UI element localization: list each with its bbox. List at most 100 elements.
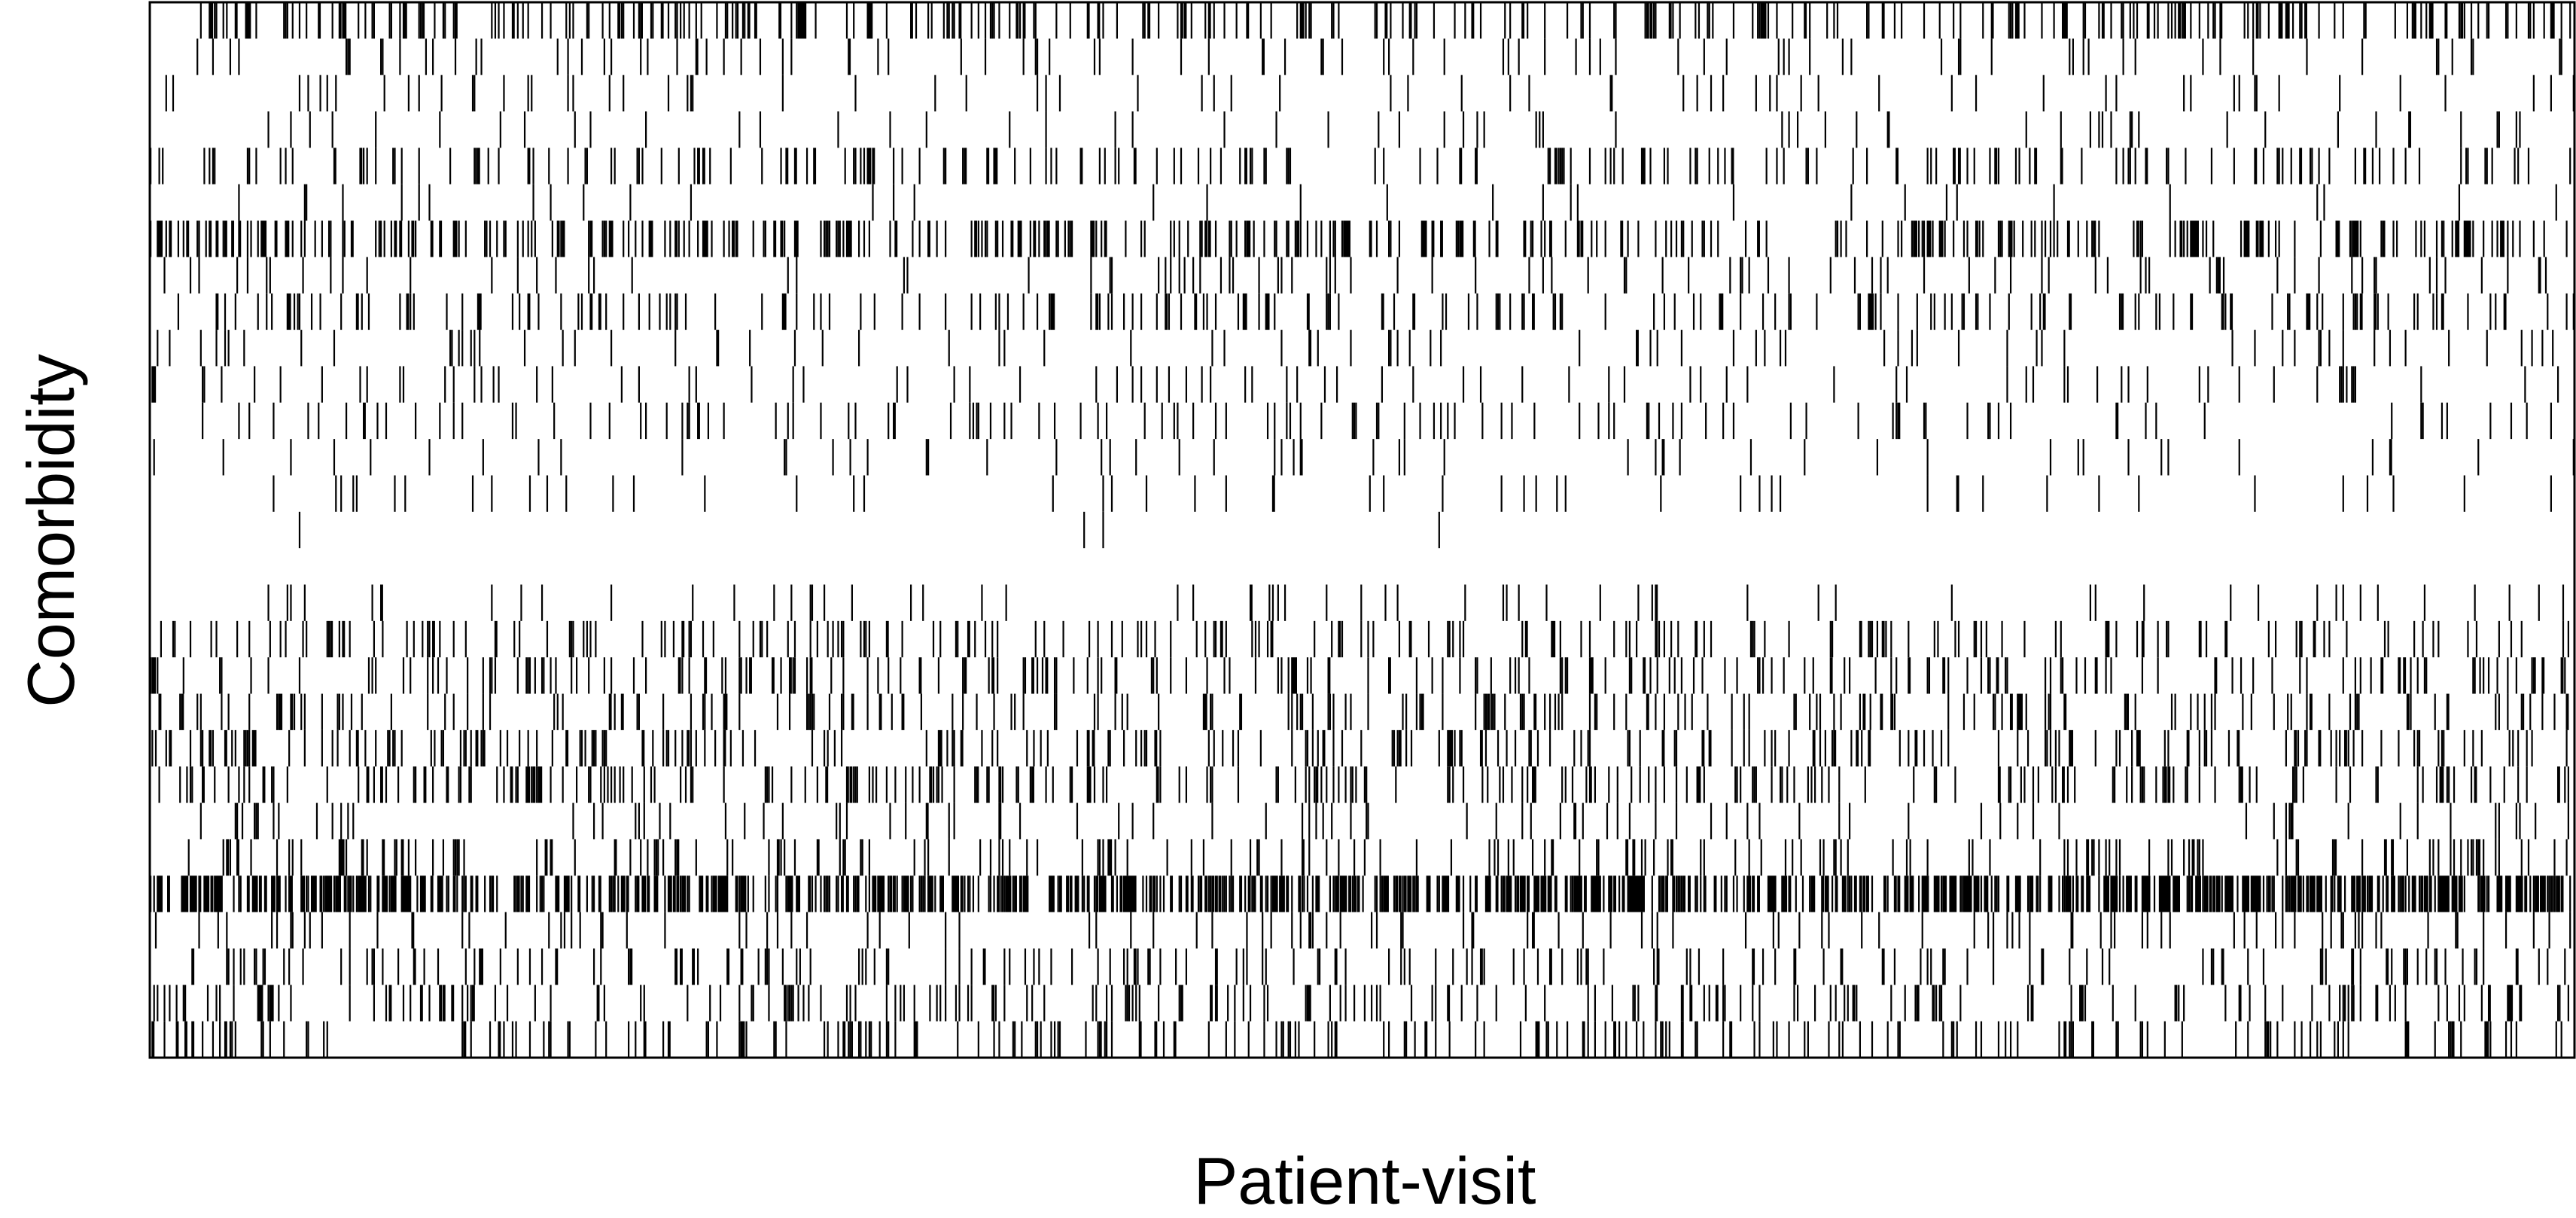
cell-mark xyxy=(496,221,498,257)
cell-mark xyxy=(2553,875,2556,912)
cell-mark xyxy=(2346,366,2348,403)
cell-mark xyxy=(960,38,962,75)
cell-mark xyxy=(1765,221,1768,257)
cell-mark xyxy=(823,729,826,767)
cell-mark xyxy=(1388,38,1390,75)
cell-mark xyxy=(665,729,668,767)
cell-mark xyxy=(2131,729,2133,767)
cell-mark xyxy=(2316,1021,2319,1058)
cell-mark xyxy=(1244,875,1247,912)
cell-mark xyxy=(1547,1021,1549,1058)
cell-mark xyxy=(1705,402,1707,440)
cell-mark xyxy=(955,985,958,1022)
cell-mark xyxy=(1092,729,1095,767)
cell-mark xyxy=(588,2,590,39)
cell-mark xyxy=(2328,148,2331,184)
cell-mark xyxy=(1725,366,1728,403)
cell-mark xyxy=(674,729,677,767)
cell-mark xyxy=(1131,111,1134,148)
cell-mark xyxy=(1110,1021,1113,1058)
cell-mark xyxy=(513,875,516,912)
cell-mark xyxy=(610,657,613,694)
cell-mark xyxy=(262,766,266,803)
cell-mark xyxy=(1696,148,1698,184)
cell-mark xyxy=(291,912,294,949)
cell-mark xyxy=(662,839,665,876)
cell-mark xyxy=(690,184,693,221)
cell-mark xyxy=(652,729,654,767)
cell-mark xyxy=(373,620,375,658)
cell-mark xyxy=(248,148,251,184)
cell-mark xyxy=(840,693,843,730)
cell-mark xyxy=(827,729,829,767)
cell-mark xyxy=(681,729,684,767)
cell-mark xyxy=(681,875,687,912)
cell-mark xyxy=(1663,766,1666,803)
cell-mark xyxy=(1424,1021,1428,1058)
cell-mark xyxy=(1786,766,1789,803)
cell-mark xyxy=(238,766,240,803)
cell-mark xyxy=(2017,693,2023,730)
cell-mark xyxy=(969,875,971,912)
cell-mark xyxy=(598,875,601,912)
cell-mark xyxy=(1651,912,1653,949)
cell-mark xyxy=(1090,257,1092,294)
cell-mark xyxy=(214,2,216,39)
cell-mark xyxy=(993,148,998,184)
cell-mark xyxy=(2489,1021,2492,1058)
cell-mark xyxy=(1836,221,1839,257)
cell-mark xyxy=(761,148,763,184)
cell-mark xyxy=(2392,475,2395,512)
cell-mark xyxy=(2115,75,2118,112)
cell-mark xyxy=(1101,439,1103,476)
cell-mark xyxy=(2294,729,2297,767)
cell-mark xyxy=(592,257,595,294)
cell-mark xyxy=(681,657,684,694)
cell-mark xyxy=(169,985,171,1022)
cell-mark xyxy=(1994,693,1996,730)
cell-mark xyxy=(1355,402,1357,440)
cell-mark xyxy=(2565,221,2568,257)
cell-mark xyxy=(1202,839,1205,876)
cell-mark xyxy=(266,293,268,330)
cell-mark xyxy=(1779,766,1782,803)
cell-mark xyxy=(1291,875,1293,912)
cell-mark xyxy=(314,221,316,257)
cell-mark xyxy=(1599,584,1601,621)
cell-mark xyxy=(1542,184,1544,221)
cell-mark xyxy=(2496,221,2498,257)
cell-mark xyxy=(1722,1021,1725,1058)
cell-mark xyxy=(560,439,562,476)
cell-mark xyxy=(1829,620,1832,658)
cell-mark xyxy=(1895,657,1898,694)
cell-mark xyxy=(375,657,377,694)
cell-mark xyxy=(321,693,323,730)
cell-mark xyxy=(1682,75,1685,112)
cell-mark xyxy=(1308,912,1312,949)
cell-mark xyxy=(2072,1021,2074,1058)
cell-mark xyxy=(1904,985,1906,1022)
cell-mark xyxy=(2394,985,2396,1022)
cell-mark xyxy=(1442,875,1450,912)
cell-mark xyxy=(1350,802,1352,839)
cell-mark xyxy=(1561,693,1564,730)
cell-mark xyxy=(1621,148,1624,184)
cell-mark xyxy=(2425,2,2428,39)
cell-mark xyxy=(236,257,239,294)
cell-mark xyxy=(1748,839,1750,876)
cell-mark xyxy=(2560,38,2562,75)
cell-mark xyxy=(1640,912,1643,949)
cell-mark xyxy=(1258,293,1260,330)
cell-mark xyxy=(349,38,351,75)
cell-mark xyxy=(1185,948,1188,985)
y-axis-label: Comorbidity xyxy=(14,354,88,708)
cell-mark xyxy=(592,802,595,839)
cell-mark xyxy=(667,2,670,39)
cell-mark xyxy=(1604,221,1606,257)
cell-mark xyxy=(1540,875,1547,912)
cell-mark xyxy=(425,38,428,75)
cell-mark xyxy=(784,439,786,476)
cell-mark xyxy=(2306,693,2308,730)
cell-mark xyxy=(1660,475,1662,512)
cell-mark xyxy=(2098,221,2100,257)
